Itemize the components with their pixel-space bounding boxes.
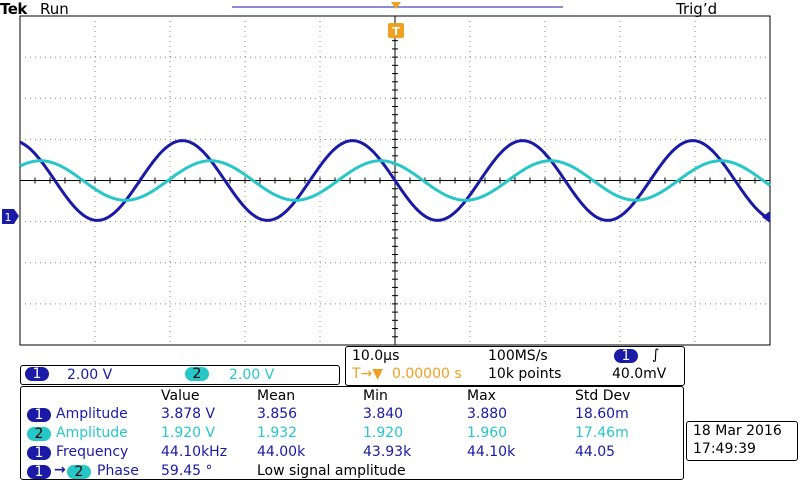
- row-ch-badge[interactable]: 1: [27, 446, 51, 460]
- ch1-marker-label: 1: [5, 211, 12, 224]
- graticule: [19, 15, 771, 346]
- meas-max: 44.10k: [467, 444, 516, 460]
- col-header-max: Max: [467, 388, 496, 404]
- trigger-status: Trig’d: [676, 0, 718, 18]
- time-per-div[interactable]: 10.0µs: [352, 348, 400, 364]
- ch1-volts-per-div[interactable]: 2.00 V: [67, 367, 113, 383]
- ch1-badge[interactable]: 1: [25, 367, 49, 381]
- time-label: 17:49:39: [693, 441, 756, 457]
- timebase-panel: 10.0µs 100MS/s 1 ∫ T→▼ 0.00000 s 10k poi…: [345, 346, 685, 386]
- meas-name[interactable]: Phase: [97, 463, 139, 479]
- meas-name[interactable]: Frequency: [56, 444, 129, 460]
- meas-stddev: 18.60m: [575, 406, 629, 422]
- ch1-ground-marker: [2, 209, 19, 224]
- meas-value: 1.920 V: [161, 425, 216, 441]
- row-ch2-badge[interactable]: 2: [67, 465, 91, 479]
- meas-max: 3.880: [467, 406, 508, 422]
- phase-arrow-icon: →: [54, 462, 66, 478]
- meas-mean: 1.932: [257, 425, 298, 441]
- meas-stddev: 17.46m: [575, 425, 629, 441]
- row-ch-badge[interactable]: 1: [27, 465, 51, 479]
- meas-value: 59.45 °: [161, 463, 213, 479]
- meas-max: 1.960: [467, 425, 508, 441]
- trigger-marker-label: T: [392, 25, 400, 38]
- col-header-mean: Mean: [257, 388, 296, 404]
- trigger-position[interactable]: 0.00000 s: [392, 366, 462, 382]
- meas-mean: 3.856: [257, 406, 298, 422]
- meas-value: 44.10kHz: [161, 444, 228, 460]
- trigger-position-prefix: T→▼: [352, 366, 384, 382]
- col-header-value: Value: [161, 388, 200, 404]
- trigger-source-badge[interactable]: 1: [614, 349, 638, 363]
- ch1-waveform: [19, 139, 771, 222]
- meas-stddev: 44.05: [575, 444, 616, 460]
- channel-scale-bar: 1 2.00 V 2 2.00 V: [20, 365, 340, 385]
- record-length: 10k points: [488, 366, 562, 382]
- ch2-waveform: [19, 159, 771, 202]
- col-header-min: Min: [363, 388, 388, 404]
- meas-name[interactable]: Amplitude: [56, 425, 128, 441]
- measurement-table: Value Mean Min Max Std Dev 1 Amplitude 3…: [20, 386, 684, 480]
- sample-rate: 100MS/s: [488, 348, 548, 364]
- acquisition-status: Run: [40, 0, 69, 18]
- row-ch-badge[interactable]: 2: [27, 427, 51, 441]
- meas-warning: Low signal amplitude: [257, 463, 406, 479]
- meas-min: 1.920: [363, 425, 404, 441]
- meas-min: 3.840: [363, 406, 404, 422]
- meas-mean: 44.00k: [257, 444, 306, 460]
- brand-logo: Tek: [0, 0, 27, 18]
- row-ch-badge[interactable]: 1: [27, 408, 51, 422]
- trigger-level[interactable]: 40.0mV: [612, 366, 667, 382]
- trigger-position-marker: [388, 2, 404, 38]
- meas-name[interactable]: Amplitude: [56, 406, 128, 422]
- ch2-badge[interactable]: 2: [185, 367, 209, 381]
- ch2-volts-per-div[interactable]: 2.00 V: [229, 367, 275, 383]
- date-time-panel: 18 Mar 2016 17:49:39: [686, 421, 798, 461]
- col-header-stddev: Std Dev: [575, 388, 631, 404]
- trigger-level-marker: [762, 211, 770, 223]
- meas-min: 43.93k: [363, 444, 412, 460]
- date-label: 18 Mar 2016: [693, 423, 782, 439]
- trigger-slope-icon[interactable]: ∫: [652, 347, 660, 363]
- meas-value: 3.878 V: [161, 406, 216, 422]
